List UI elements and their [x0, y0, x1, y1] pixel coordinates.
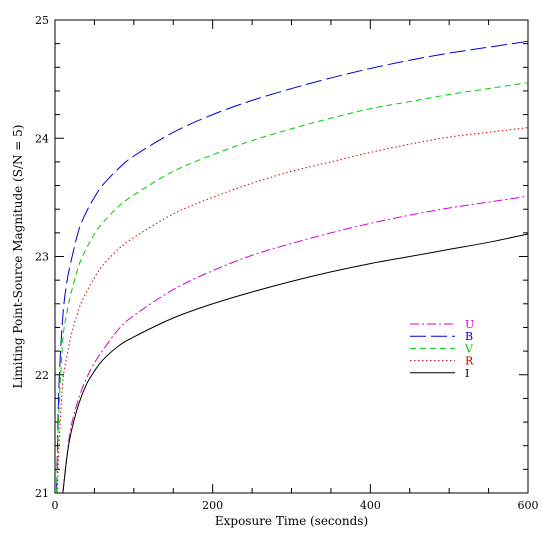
y-tick-label: 21: [35, 487, 49, 500]
legend-label-u: U: [465, 318, 474, 331]
y-tick-label: 25: [35, 14, 49, 27]
series-line-r: [56, 127, 529, 494]
x-axis-title: Exposure Time (seconds): [215, 514, 368, 528]
y-tick-label: 22: [35, 369, 49, 382]
x-tick-label: 200: [202, 499, 223, 512]
legend-label-b: B: [465, 330, 473, 343]
series-line-b: [56, 40, 529, 494]
series-line-u: [62, 195, 529, 494]
x-tick-label: 600: [518, 499, 539, 512]
y-tick-label: 23: [35, 251, 49, 264]
axes: 0 200 400 600 21 22 23 24 25: [35, 14, 539, 512]
y-tick-label: 24: [35, 132, 49, 145]
series-line-v: [56, 82, 529, 494]
series-line-i: [62, 233, 529, 494]
series-lines: [56, 40, 529, 494]
legend-label-v: V: [464, 342, 474, 355]
y-axis-title: Limiting Point-Source Magnitude (S/N = 5…: [11, 125, 25, 389]
legend-label-r: R: [465, 355, 474, 368]
x-tick-label: 400: [360, 499, 381, 512]
x-tick-label: 0: [52, 499, 59, 512]
legend-label-i: I: [465, 367, 469, 380]
